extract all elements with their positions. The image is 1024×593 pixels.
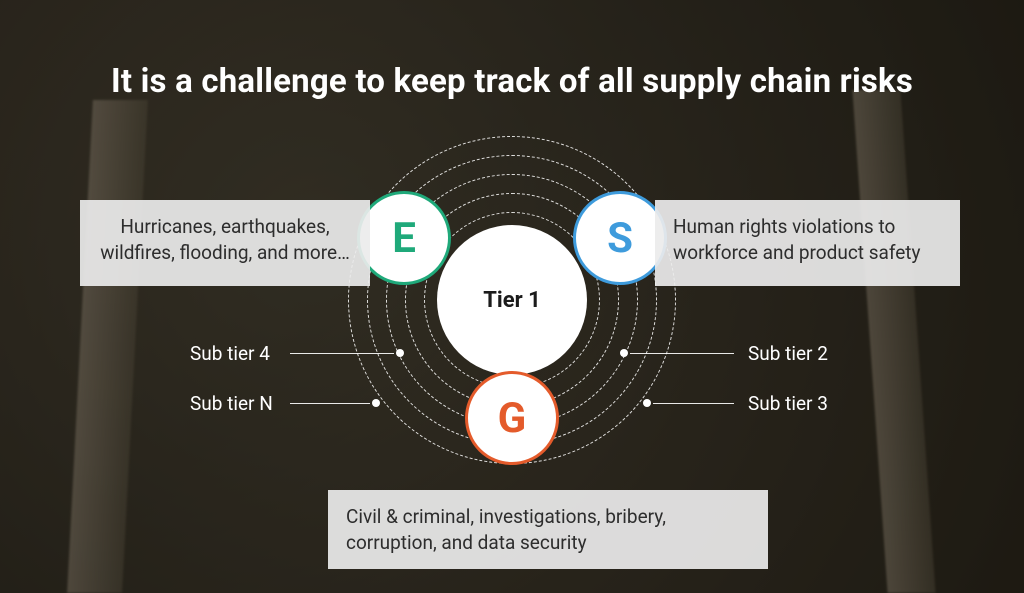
desc-s-box: Human rights violations to workforce and… xyxy=(655,200,960,286)
node-e: E xyxy=(357,191,451,285)
subtier-label: Sub tier N xyxy=(190,392,273,415)
center-tier-circle: Tier 1 xyxy=(437,225,587,375)
desc-e-box: Hurricanes, earthquakes, wildfires, floo… xyxy=(80,200,370,286)
node-g-letter: G xyxy=(498,394,527,443)
desc-g-box: Civil & criminal, investigations, briber… xyxy=(328,490,768,569)
node-e-letter: E xyxy=(392,214,416,263)
node-s-letter: S xyxy=(607,214,633,263)
node-s: S xyxy=(573,191,667,285)
subtier-leader-line xyxy=(290,403,370,404)
infographic-stage: It is a challenge to keep track of all s… xyxy=(0,0,1024,593)
page-title: It is a challenge to keep track of all s… xyxy=(0,62,1024,101)
subtier-dot xyxy=(620,349,628,357)
subtier-dot xyxy=(372,399,380,407)
subtier-leader-line xyxy=(290,353,394,354)
subtier-label: Sub tier 4 xyxy=(190,342,270,365)
subtier-dot xyxy=(396,349,404,357)
desc-e-text: Hurricanes, earthquakes, wildfires, floo… xyxy=(100,215,350,264)
subtier-label: Sub tier 2 xyxy=(748,342,828,365)
center-tier-label: Tier 1 xyxy=(483,288,540,313)
node-g: G xyxy=(465,371,559,465)
desc-g-text: Civil & criminal, investigations, briber… xyxy=(346,505,666,554)
desc-s-text: Human rights violations to workforce and… xyxy=(673,215,921,264)
subtier-label: Sub tier 3 xyxy=(748,392,828,415)
subtier-leader-line xyxy=(630,353,734,354)
subtier-leader-line xyxy=(653,403,734,404)
subtier-dot xyxy=(643,399,651,407)
